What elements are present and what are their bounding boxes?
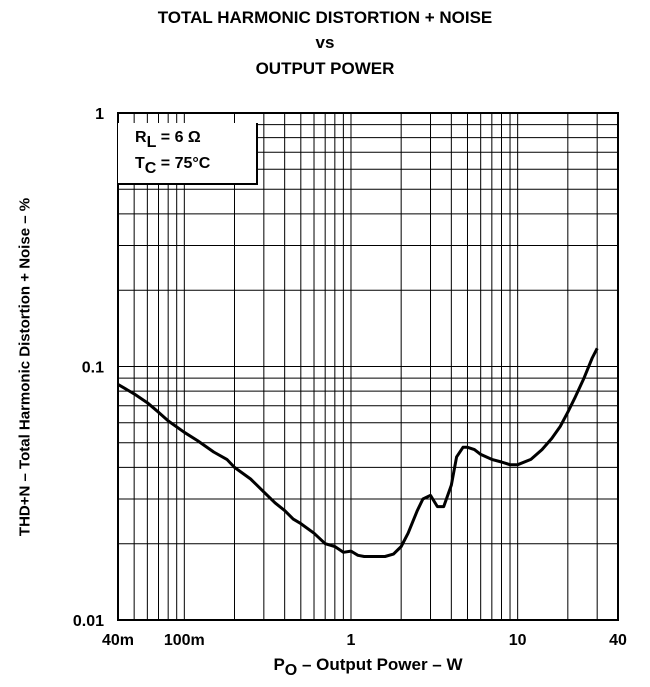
y-tick-label: 0.1	[82, 360, 104, 377]
x-tick-label: 10	[509, 632, 527, 649]
legend-box: RL = 6 Ω TC = 75°C	[118, 123, 258, 185]
chart-title-line-2: vs	[315, 33, 335, 52]
chart-title-line-1: TOTAL HARMONIC DISTORTION + NOISE	[157, 8, 493, 27]
legend-load-resistance: RL = 6 Ω	[135, 129, 201, 151]
chart-title-line-3: OUTPUT POWER	[255, 59, 395, 78]
x-tick-label: 40m	[102, 632, 134, 649]
plot-frame	[117, 112, 619, 621]
x-tick-label: 100m	[164, 632, 205, 649]
y-tick-label: 1	[95, 106, 104, 123]
legend-case-temperature: TC = 75°C	[135, 155, 211, 177]
y-tick-label: 0.01	[73, 613, 104, 630]
thd-curve	[117, 347, 599, 558]
x-tick-label: 40	[609, 632, 627, 649]
x-axis-label: PO – Output Power – W	[273, 655, 463, 679]
x-tick-label: 1	[347, 632, 356, 649]
